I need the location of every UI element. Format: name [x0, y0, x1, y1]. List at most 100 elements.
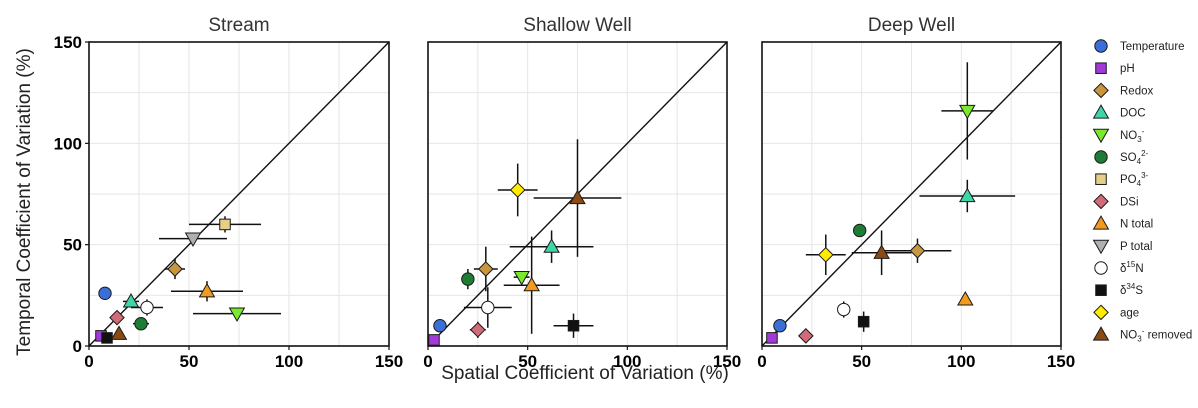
- point-no3: [941, 62, 994, 160]
- panel-title: Deep Well: [868, 15, 955, 36]
- x-tick-label: 0: [423, 352, 432, 371]
- legend-item-ntotal: N total: [1092, 215, 1153, 231]
- legend-item-ph: pH: [1095, 62, 1135, 75]
- legend-item-redox: Redox: [1093, 82, 1153, 99]
- marker-dsi: [798, 328, 814, 344]
- legend-item-age: age: [1093, 304, 1139, 321]
- point-no3removed: [110, 325, 128, 340]
- legend-item-d15n: δ15N: [1094, 260, 1144, 275]
- panel-title: Stream: [208, 15, 269, 36]
- marker-d34s: [101, 332, 113, 344]
- marker-ph: [766, 332, 778, 344]
- legend-label: N total: [1120, 219, 1153, 231]
- x-tick-label: 50: [180, 352, 199, 371]
- point-temperature: [773, 319, 787, 333]
- point-ph: [766, 332, 778, 344]
- point-ptotal: [159, 232, 227, 248]
- y-axis-label: Temporal Coefficient of Variation (%): [14, 48, 35, 356]
- point-so4: [852, 223, 867, 238]
- point-d34s: [857, 311, 870, 332]
- x-tick-label: 100: [613, 352, 641, 371]
- marker-d15n: [481, 300, 495, 315]
- marker-d34s: [857, 315, 870, 328]
- point-ph: [428, 334, 440, 346]
- legend-item-no3: NO3-: [1092, 127, 1145, 144]
- legend-label: NO3-: [1120, 127, 1145, 144]
- marker-ntotal: [198, 282, 216, 298]
- y-tick-label: 100: [54, 134, 82, 153]
- point-so4: [461, 268, 475, 290]
- panel-shallow-well: Shallow Well 0 50 100 150: [423, 15, 741, 371]
- point-no3: [193, 307, 281, 323]
- y-tick-label: 150: [54, 33, 82, 52]
- marker-ptotal: [184, 232, 202, 248]
- legend-label: PO43-: [1120, 171, 1149, 188]
- point-no3removed: [533, 139, 622, 257]
- one-to-one-line: [761, 41, 1062, 347]
- marker-redox: [909, 242, 926, 259]
- legend-marker-doc: [1092, 104, 1110, 119]
- legend-marker-temperature: [1094, 39, 1108, 53]
- legend-label: δ34S: [1120, 282, 1143, 297]
- marker-temperature: [98, 286, 112, 301]
- panels-layer: Stream 0 50 100 150 0 50 100 150 Shallow Well 0 50 1…: [54, 15, 1076, 371]
- marker-d34s: [567, 319, 580, 332]
- marker-no3: [513, 271, 530, 286]
- legend-item-temperature: Temperature: [1094, 39, 1185, 53]
- point-no3: [513, 271, 530, 286]
- point-doc: [919, 179, 1016, 213]
- marker-dsi: [109, 309, 125, 326]
- marker-age: [817, 246, 834, 263]
- point-temperature: [433, 319, 447, 333]
- point-redox: [165, 258, 185, 280]
- point-d15n: [837, 301, 851, 318]
- legend-label: DSi: [1120, 196, 1139, 208]
- marker-d15n: [140, 300, 154, 315]
- legend-item-dsi: DSi: [1093, 193, 1139, 210]
- panel-deep-well: Deep Well 0 50 100 150: [757, 15, 1075, 371]
- legend: Temperature pH Redox DOC NO3- SO42- PO43- DSi N …: [1092, 39, 1192, 344]
- x-tick-label: 100: [947, 352, 975, 371]
- x-tick-label: 150: [1047, 352, 1075, 371]
- marker-dsi: [469, 321, 486, 338]
- x-tick-label: 50: [852, 352, 871, 371]
- point-so4: [133, 317, 149, 331]
- point-dsi: [798, 328, 814, 344]
- point-ntotal: [171, 281, 243, 302]
- marker-no3: [228, 307, 246, 323]
- legend-label: Redox: [1120, 85, 1153, 97]
- point-redox: [473, 246, 498, 292]
- x-tick-label: 100: [275, 352, 303, 371]
- x-tick-label: 0: [84, 352, 93, 371]
- legend-item-doc: DOC: [1092, 104, 1146, 120]
- point-d15n: [131, 299, 163, 316]
- marker-redox: [167, 261, 183, 277]
- marker-ntotal: [957, 290, 974, 306]
- marker-ph: [428, 334, 440, 346]
- marker-no3removed: [873, 244, 890, 259]
- x-tick-label: 150: [375, 352, 403, 371]
- y-tick-label: 0: [73, 337, 82, 356]
- legend-marker-po4: [1095, 173, 1107, 185]
- panel-stream: Stream 0 50 100 150 0 50 100 150: [54, 15, 404, 371]
- x-axis-label: Spatial Coefficient of Variation (%): [441, 363, 729, 384]
- panel-frame: [88, 41, 390, 347]
- one-to-one-line: [88, 41, 390, 347]
- legend-item-po4: PO43-: [1095, 171, 1149, 188]
- legend-label: age: [1120, 307, 1139, 319]
- x-tick-label: 0: [757, 352, 766, 371]
- legend-marker-so4: [1094, 150, 1108, 164]
- point-d34s: [101, 332, 113, 344]
- legend-marker-d15n: [1094, 261, 1108, 275]
- marker-po4: [219, 218, 231, 231]
- point-no3removed: [851, 230, 912, 276]
- marker-doc: [959, 187, 976, 203]
- point-dsi: [469, 321, 486, 338]
- point-d15n: [463, 287, 512, 328]
- marker-so4: [134, 317, 148, 331]
- point-ntotal: [503, 236, 560, 334]
- point-doc: [509, 230, 594, 263]
- legend-marker-no3removed: [1092, 326, 1110, 341]
- legend-marker-no3: [1092, 128, 1110, 144]
